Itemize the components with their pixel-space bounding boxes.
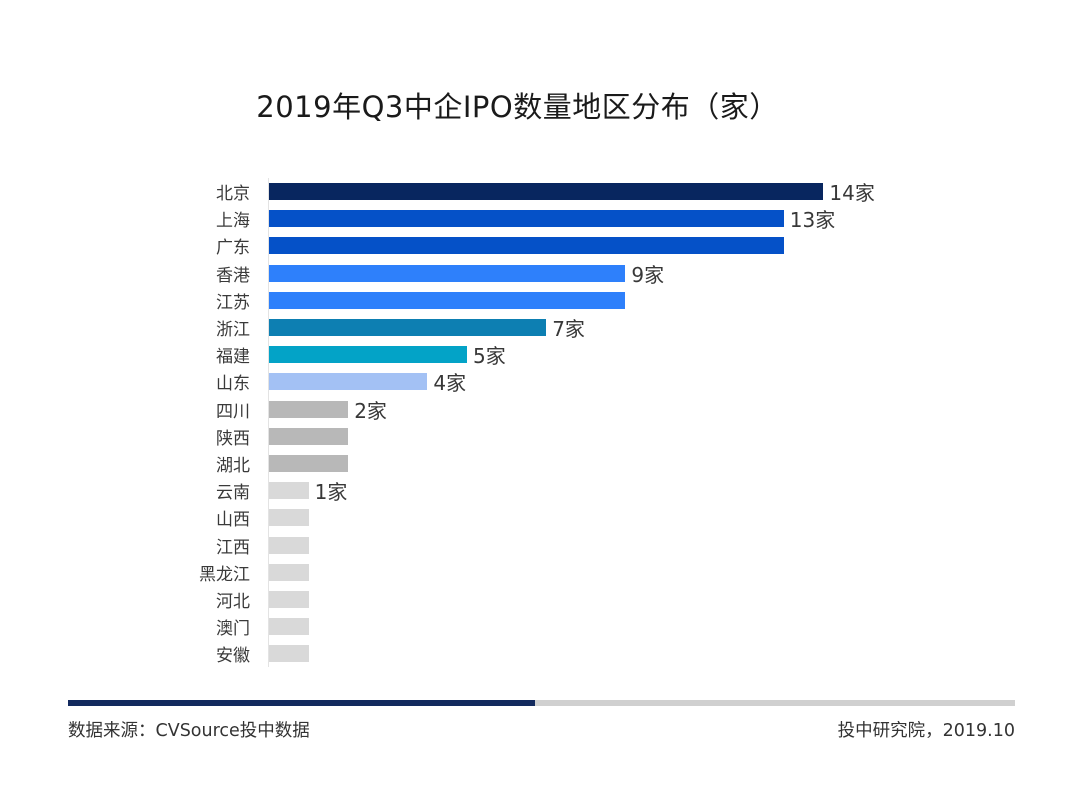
category-label: 香港	[216, 265, 250, 286]
chart-row: 陕西	[0, 422, 1080, 450]
bar-area	[268, 504, 1080, 532]
category-label: 四川	[216, 401, 250, 422]
chart-row: 安徽	[0, 640, 1080, 668]
bar-value-label: 13家	[789, 208, 836, 233]
chart-row: 山东 4家	[0, 368, 1080, 396]
bar-area	[268, 613, 1080, 641]
chart-row: 四川 2家	[0, 395, 1080, 423]
bar-value-label: 5家	[473, 344, 506, 369]
chart-row: 山西	[0, 504, 1080, 532]
chart-row: 上海 13家	[0, 205, 1080, 233]
category-label: 上海	[216, 211, 250, 232]
bar-area: 14家	[268, 178, 1080, 206]
chart-row: 湖北	[0, 449, 1080, 478]
category-label: 云南	[216, 483, 250, 504]
data-source-text: 数据来源：CVSource投中数据	[68, 721, 310, 741]
bar-area: 5家	[268, 341, 1080, 369]
bar-area	[268, 640, 1080, 668]
bar-area: 13家	[268, 205, 1080, 233]
category-label: 福建	[216, 347, 250, 368]
bar	[269, 264, 626, 282]
bar-value-label: 1家	[314, 480, 348, 505]
bar-area: 9家	[268, 259, 1080, 287]
bar-area	[268, 558, 1080, 586]
bar	[269, 373, 428, 391]
category-label: 浙江	[216, 320, 250, 341]
bar-area	[268, 531, 1080, 559]
bar	[269, 482, 309, 500]
bar-area	[268, 422, 1080, 450]
category-label: 安徽	[216, 646, 250, 667]
bar	[269, 563, 309, 581]
chart-row: 黑龙江	[0, 558, 1080, 586]
chart-row: 河北	[0, 585, 1080, 613]
chart-row: 北京 14家	[0, 178, 1080, 206]
bar	[269, 618, 309, 636]
bar	[269, 645, 309, 663]
bar-value-label: 7家	[552, 317, 585, 342]
bar-area: 4家	[268, 368, 1080, 396]
bar-area: 7家	[268, 313, 1080, 342]
bar	[269, 509, 309, 527]
bar-value-label: 4家	[433, 371, 467, 396]
chart-row: 广东	[0, 232, 1080, 260]
chart-row: 福建 5家	[0, 341, 1080, 369]
category-label: 山东	[216, 374, 250, 395]
bar	[269, 319, 547, 337]
footer-divider-light-segment	[534, 700, 1015, 706]
chart-row: 云南 1家	[0, 477, 1080, 505]
bar-value-label: 14家	[829, 181, 875, 206]
bar	[269, 590, 309, 608]
chart-title: 2019年Q3中企IPO数量地区分布（家）	[256, 90, 779, 124]
bar-value-label: 9家	[631, 262, 665, 287]
category-label: 湖北	[216, 455, 250, 476]
category-label: 陕西	[216, 428, 250, 449]
bar	[269, 536, 309, 554]
chart-row: 澳门	[0, 613, 1080, 641]
bar-area	[268, 286, 1080, 314]
category-label: 黑龙江	[199, 564, 250, 585]
bar	[269, 183, 824, 201]
category-label: 山西	[216, 510, 250, 531]
bar-chart: 北京 14家 上海 13家 广东 香港 9家	[0, 178, 1080, 668]
bar-area	[268, 232, 1080, 260]
category-label: 广东	[216, 238, 250, 259]
category-label: 北京	[216, 184, 250, 205]
category-label: 江西	[216, 537, 250, 558]
chart-row: 江西	[0, 531, 1080, 559]
chart-row: 江苏	[0, 286, 1080, 314]
chart-row: 香港 9家	[0, 259, 1080, 287]
bar	[269, 237, 784, 255]
category-label: 江苏	[216, 292, 250, 313]
bar	[269, 400, 349, 418]
bar	[269, 346, 467, 364]
category-label: 澳门	[216, 619, 250, 640]
bar-area: 1家	[268, 477, 1080, 505]
bar	[269, 210, 784, 228]
credit-text: 投中研究院，2019.10	[837, 721, 1015, 741]
footer-divider-dark-segment	[68, 700, 535, 706]
bar-value-label: 2家	[354, 398, 387, 423]
footer-divider	[68, 700, 1015, 706]
footer: 数据来源：CVSource投中数据 投中研究院，2019.10	[68, 717, 1015, 742]
bar-area	[268, 449, 1080, 478]
bar-area	[268, 585, 1080, 613]
category-label: 河北	[216, 591, 250, 612]
bar-area: 2家	[268, 395, 1080, 423]
bar	[269, 291, 626, 309]
chart-row: 浙江 7家	[0, 313, 1080, 342]
bar	[269, 427, 349, 445]
bar	[269, 454, 349, 472]
